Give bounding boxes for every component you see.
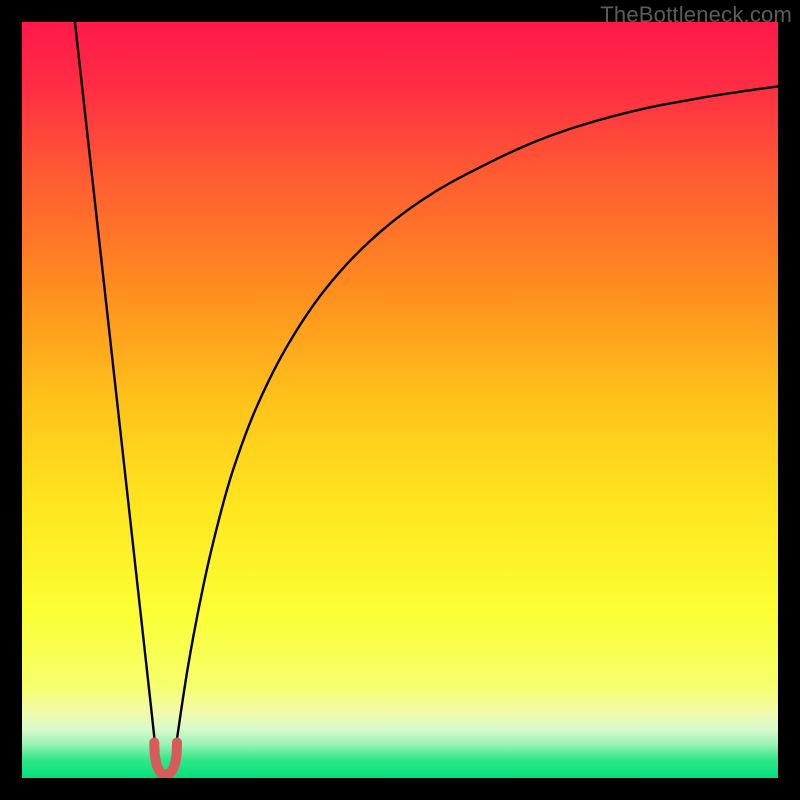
gradient-background (22, 22, 778, 778)
chart-frame: TheBottleneck.com (0, 0, 800, 800)
chart-svg (0, 0, 800, 800)
watermark-text: TheBottleneck.com (600, 2, 792, 28)
